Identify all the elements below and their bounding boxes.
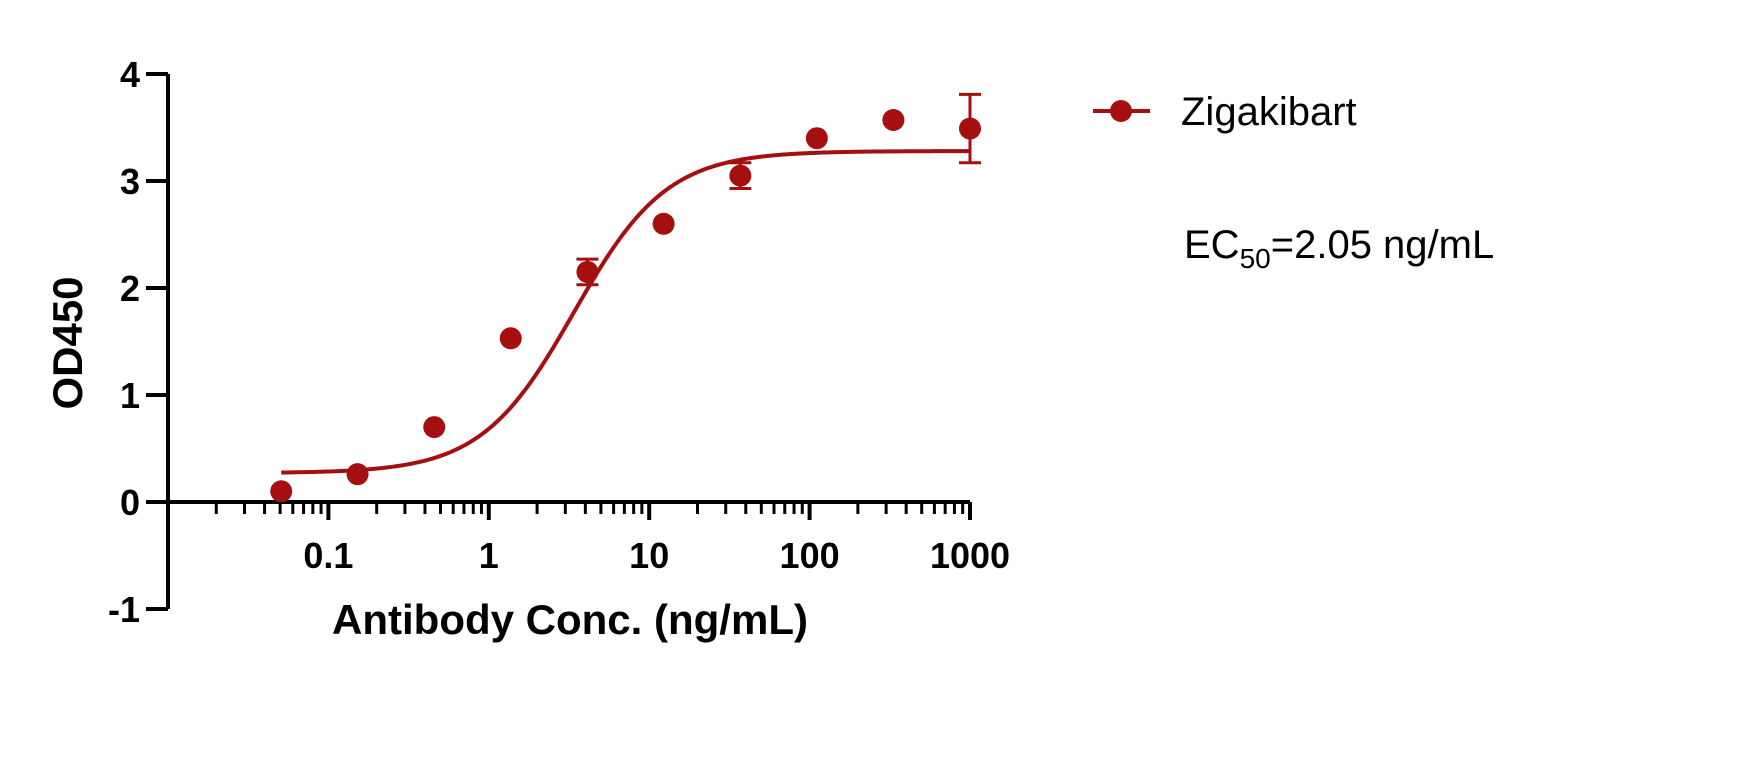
- x-tick-label: 1000: [930, 535, 1010, 576]
- x-tick-labels: 0.1 1 10 100 1000: [303, 535, 1010, 576]
- ec50-subscript: 50: [1240, 243, 1271, 274]
- x-tick-label: 0.1: [303, 535, 353, 576]
- x-axis-title: Antibody Conc. (ng/mL): [332, 596, 808, 643]
- data-point: [652, 212, 675, 235]
- legend: Zigakibart: [1093, 90, 1357, 134]
- data-point: [959, 117, 981, 140]
- error-bars: [576, 92, 981, 287]
- x-tick-label: 10: [629, 535, 669, 576]
- ec50-annotation: EC50=2.05 ng/mL: [1184, 223, 1494, 274]
- x-ticks: [214, 502, 972, 520]
- fit-curve: [281, 149, 971, 475]
- data-point: [729, 164, 752, 187]
- data-point: [805, 127, 828, 150]
- y-tick-label: -1: [108, 589, 140, 630]
- y-tick-label: 3: [120, 161, 140, 202]
- y-tick-label: 4: [120, 54, 140, 95]
- axes: [166, 74, 970, 609]
- y-tick-label: 1: [120, 375, 140, 416]
- legend-marker: [1110, 100, 1132, 122]
- y-ticks: [146, 72, 168, 611]
- ec50-suffix: =2.05 ng/mL: [1271, 223, 1495, 267]
- data-point: [576, 260, 599, 283]
- y-tick-label: 0: [120, 482, 140, 523]
- data-points: [270, 109, 981, 503]
- x-tick-label: 100: [780, 535, 840, 576]
- data-point: [499, 327, 522, 350]
- data-point: [346, 463, 369, 486]
- x-tick-label: 1: [479, 535, 499, 576]
- ec50-prefix: EC: [1184, 223, 1240, 267]
- data-point: [270, 480, 293, 503]
- data-point: [423, 416, 446, 439]
- y-tick-labels: 4 3 2 1 0 -1: [108, 54, 140, 630]
- y-axis-title: OD450: [44, 276, 91, 409]
- data-point: [882, 109, 905, 132]
- y-tick-label: 2: [120, 268, 140, 309]
- legend-label: Zigakibart: [1181, 90, 1357, 134]
